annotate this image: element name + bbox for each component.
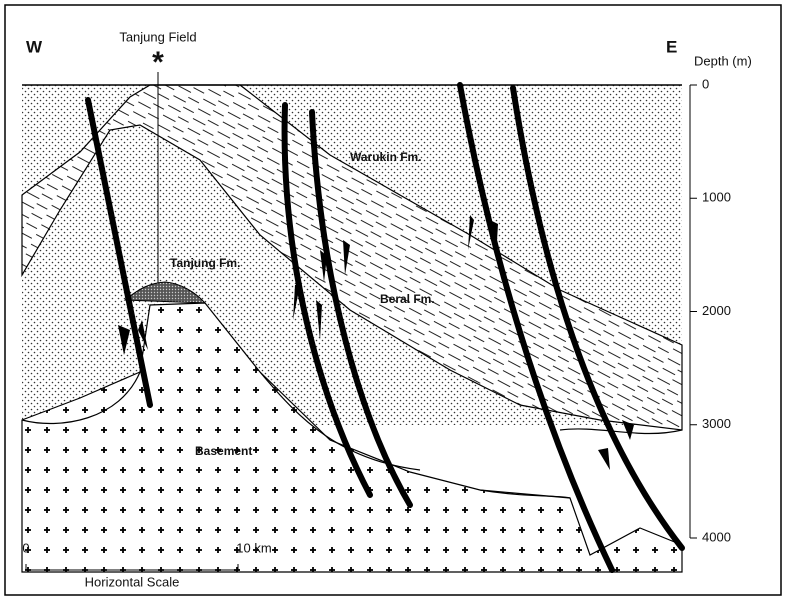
tick-label: 1000: [702, 190, 731, 205]
tick-label: 2000: [702, 303, 731, 318]
scale-end: 10 km: [236, 540, 271, 555]
west-label: W: [26, 37, 43, 56]
scale-label: Horizontal Scale: [85, 574, 180, 589]
formation-label: Beral Fm.: [380, 292, 435, 306]
tick-label: 4000: [702, 529, 731, 544]
formation-label: Warukin Fm.: [350, 150, 422, 164]
east-label: E: [666, 37, 677, 56]
well-label: Tanjung Field: [119, 29, 196, 44]
tick-label: 0: [702, 76, 709, 91]
scale-start: 0: [22, 540, 29, 555]
formation-label: Basement: [195, 444, 252, 458]
tick-label: 3000: [702, 416, 731, 431]
well-marker: *: [152, 46, 164, 79]
formation-label: Tanjung Fm.: [170, 256, 240, 270]
depth-label: Depth (m): [694, 53, 752, 68]
cross-section: * W E Tanjung Field Depth (m) Warukin Fm…: [0, 0, 786, 600]
